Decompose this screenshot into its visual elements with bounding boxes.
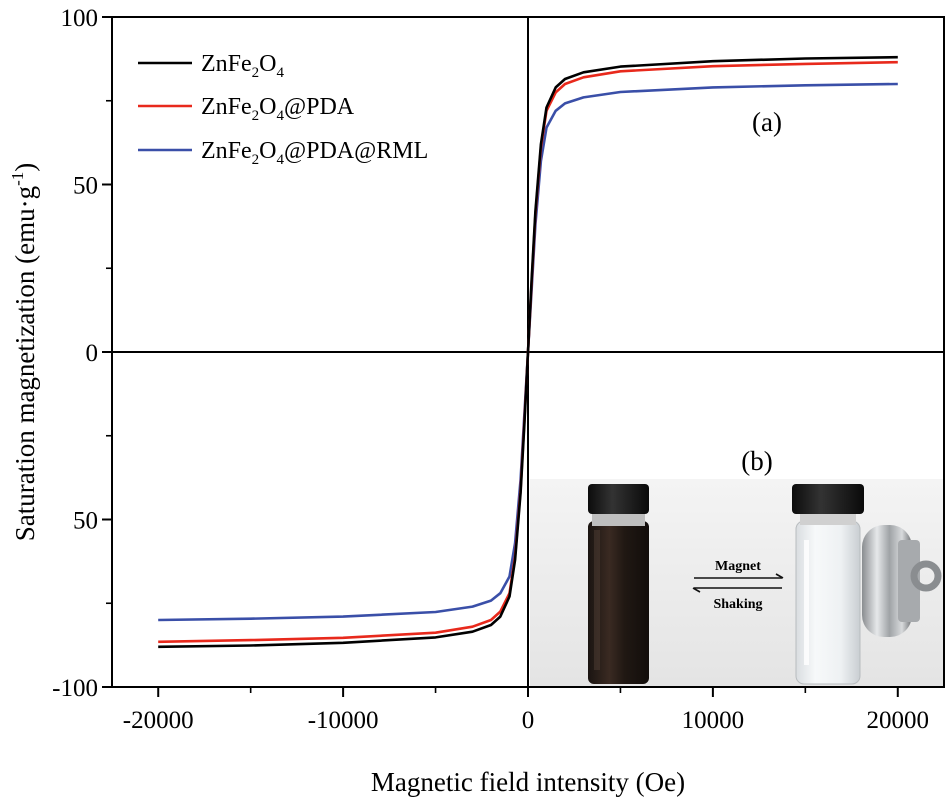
y-axis-title: Saturation magnetization (emu·g-1) [8, 163, 40, 542]
inset-photo: Magnet Shaking [530, 479, 943, 686]
legend-label-znfe2o4: ZnFe2O4 [201, 51, 285, 81]
y-tick-label: 100 [61, 5, 99, 32]
x-tick-label: 0 [522, 707, 535, 734]
y-tick-label: 50 [73, 173, 98, 200]
legend-label-znfe2o4-pda: ZnFe2O4@PDA [201, 94, 355, 124]
legend-label-znfe2o4-pda-rml: ZnFe2O4@PDA@RML [201, 138, 428, 168]
legend: ZnFe2O4 ZnFe2O4@PDA ZnFe2O4@PDA@RML [138, 51, 428, 168]
x-tick-label: -10000 [308, 707, 379, 734]
tick-labels: -20000 -10000 0 10000 20000 -100 50 0 50 100 [52, 5, 929, 734]
panel-label-b: (b) [741, 446, 772, 476]
magnet-label: Magnet [715, 559, 761, 574]
x-tick-label: 10000 [682, 707, 745, 734]
y-tick-label: 0 [86, 340, 99, 367]
magnet-arrows [692, 573, 784, 593]
x-tick-label: -20000 [123, 707, 194, 734]
shaking-label: Shaking [713, 597, 762, 612]
axis-ticks [102, 16, 899, 697]
series-lines [158, 55, 898, 649]
y-tick-label: -100 [52, 675, 98, 702]
series-line-znfe2o4 [158, 55, 898, 649]
dark-vial [588, 484, 649, 684]
panel-label-a: (a) [752, 107, 782, 137]
x-axis-title: Magnetic field intensity (Oe) [371, 767, 685, 797]
clear-vial [792, 484, 942, 685]
y-tick-label: 50 [73, 508, 98, 535]
x-tick-label: 20000 [867, 707, 930, 734]
